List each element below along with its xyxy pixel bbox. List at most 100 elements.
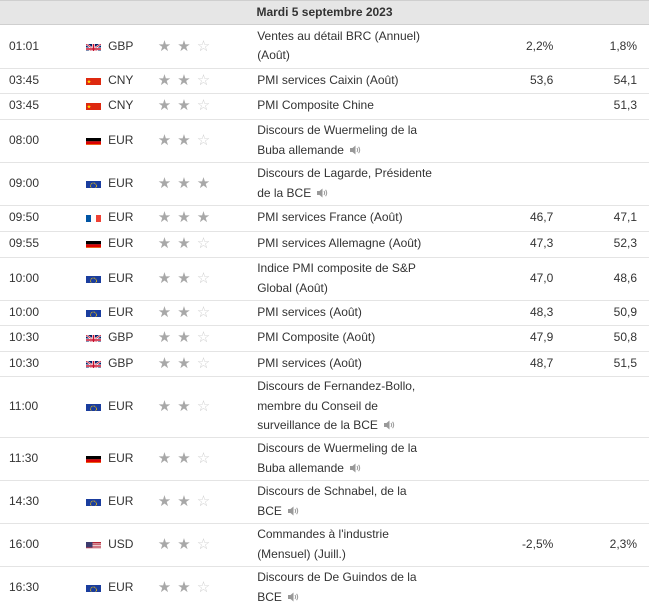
event-actual: 48,3 xyxy=(465,300,560,326)
event-name-text[interactable]: surveillance de la BCE xyxy=(257,418,378,433)
event-name-line[interactable]: (Août) xyxy=(257,46,461,66)
event-name-line[interactable]: PMI services (Août) xyxy=(257,303,461,323)
event-row[interactable]: 01:01 GBP ★ ★ ☆ Ventes au détail BRC (Annuel)… xyxy=(0,25,649,69)
event-name-text[interactable]: Commandes à l'industrie xyxy=(257,527,389,541)
event-name-cell[interactable]: Discours de Fernandez-Bollo, membre du Co… xyxy=(252,376,466,438)
event-name-text[interactable]: PMI services (Août) xyxy=(257,304,362,319)
star-empty-icon: ☆ xyxy=(196,37,211,55)
event-previous xyxy=(559,376,649,438)
event-name-cell[interactable]: PMI services (Août) xyxy=(252,351,466,377)
event-name-line[interactable]: surveillance de la BCE xyxy=(257,416,461,436)
event-name-text[interactable]: de la BCE xyxy=(257,185,312,200)
event-name-cell[interactable]: PMI services (Août) xyxy=(252,300,466,326)
event-name-line[interactable]: BCE xyxy=(257,502,461,522)
gb-flag-icon xyxy=(86,41,102,51)
eu-flag-icon xyxy=(86,401,102,411)
event-name-line[interactable]: PMI services Allemagne (Août) xyxy=(257,234,461,254)
star-filled-icon: ★ xyxy=(157,174,172,192)
event-name-line[interactable]: Discours de Wuermeling de la xyxy=(257,121,461,141)
event-name-text[interactable]: PMI services (Août) xyxy=(257,355,362,370)
event-name-text[interactable]: Discours de De Guindos de la xyxy=(257,570,417,584)
event-name-cell[interactable]: PMI Composite (Août) xyxy=(252,325,466,352)
event-name-text[interactable]: Discours de Wuermeling de la xyxy=(257,441,418,455)
event-name-text[interactable]: Discours de Wuermeling de la xyxy=(257,123,418,137)
event-row[interactable]: 16:00 USD ★ ★ ☆ Commandes à l'industrie (Mensu… xyxy=(0,523,649,567)
event-name-line[interactable]: PMI services France (Août) xyxy=(257,208,461,228)
event-name-cell[interactable]: Discours de Wuermeling de la Buba alleman… xyxy=(252,119,466,163)
event-currency: GBP xyxy=(108,38,134,53)
event-name-line[interactable]: Indice PMI composite de S&P xyxy=(257,259,461,279)
event-name-line[interactable]: Discours de Wuermeling de la xyxy=(257,439,461,459)
event-name-text[interactable]: Indice PMI composite de S&P xyxy=(257,261,416,275)
event-name-text[interactable]: Buba allemande xyxy=(257,460,344,475)
event-name-cell[interactable]: PMI services France (Août) xyxy=(252,205,466,232)
event-name-line[interactable]: de la BCE xyxy=(257,184,461,204)
event-row[interactable]: 16:30 EUR ★ ★ ☆ Discours de De Guindos de la B… xyxy=(0,566,649,609)
star-filled-icon: ★ xyxy=(157,449,172,467)
event-name-line[interactable]: Buba allemande xyxy=(257,141,461,161)
event-name-cell[interactable]: PMI services Caixin (Août) xyxy=(252,68,466,94)
event-name-line[interactable]: Global (Août) xyxy=(257,279,461,299)
event-name-text[interactable]: PMI services Allemagne (Août) xyxy=(257,236,422,251)
event-row[interactable]: 11:30 EUR ★ ★ ☆ Discours de Wuermeling de la B… xyxy=(0,437,649,481)
event-name-text[interactable]: (Août) xyxy=(257,48,290,63)
event-name-text[interactable]: (Mensuel) (Juill.) xyxy=(257,546,346,561)
event-currency: EUR xyxy=(108,450,134,465)
event-name-cell[interactable]: Indice PMI composite de S&P Global (Août) xyxy=(252,257,466,301)
event-name-text[interactable]: PMI Composite Chine xyxy=(257,98,374,113)
event-name-text[interactable]: BCE xyxy=(257,589,282,604)
event-name-cell[interactable]: Discours de De Guindos de la BCE xyxy=(252,566,466,609)
event-name-line[interactable]: Commandes à l'industrie xyxy=(257,525,461,545)
event-name-line[interactable]: PMI services Caixin (Août) xyxy=(257,71,461,91)
event-row[interactable]: 14:30 EUR ★ ★ ☆ Discours de Schnabel, de la BC… xyxy=(0,480,649,524)
star-filled-icon: ★ xyxy=(177,354,191,372)
event-time: 08:00 xyxy=(0,119,85,163)
event-name-cell[interactable]: Discours de Lagarde, Présidente de la BCE xyxy=(252,162,466,206)
event-name-text[interactable]: membre du Conseil de xyxy=(257,398,378,413)
event-name-line[interactable]: Discours de De Guindos de la xyxy=(257,568,461,588)
event-actual: -2,5% xyxy=(465,523,560,567)
event-row[interactable]: 09:55 EUR ★ ★ ☆ PMI services Allemagne (Août)… xyxy=(0,231,649,258)
event-name-text[interactable]: PMI services France (Août) xyxy=(257,210,403,225)
event-name-text[interactable]: Discours de Fernandez-Bollo, xyxy=(257,379,416,394)
event-name-line[interactable]: PMI services (Août) xyxy=(257,354,461,374)
event-name-text[interactable]: BCE xyxy=(257,503,282,518)
event-name-cell[interactable]: PMI services Allemagne (Août) xyxy=(252,231,466,258)
event-name-cell[interactable]: Discours de Wuermeling de la Buba alleman… xyxy=(252,437,466,481)
event-name-line[interactable]: (Mensuel) (Juill.) xyxy=(257,545,461,565)
event-row[interactable]: 08:00 EUR ★ ★ ☆ Discours de Wuermeling de la B… xyxy=(0,119,649,163)
event-name-text[interactable]: Ventes au détail BRC (Annuel) xyxy=(257,28,420,43)
event-name-text[interactable]: PMI services Caixin (Août) xyxy=(257,72,399,87)
event-name-line[interactable]: PMI Composite Chine xyxy=(257,96,461,116)
event-currency-cell: EUR xyxy=(84,376,156,438)
event-name-line[interactable]: Discours de Schnabel, de la xyxy=(257,482,461,502)
event-row[interactable]: 10:30 GBP ★ ★ ☆ PMI services (Août) 48,7 51,5 xyxy=(0,351,649,377)
event-name-text[interactable]: Global (Août) xyxy=(257,280,328,295)
event-row[interactable]: 10:00 EUR ★ ★ ☆ Indice PMI composite de S&P Gl… xyxy=(0,257,649,301)
event-name-text[interactable]: PMI Composite (Août) xyxy=(257,330,376,345)
event-name-cell[interactable]: Commandes à l'industrie (Mensuel) (Juill.… xyxy=(252,523,466,567)
event-currency-cell: CNY xyxy=(84,93,156,120)
event-row[interactable]: 03:45 CNY ★ ★ ☆ PMI services Caixin (Août) 53,… xyxy=(0,68,649,94)
event-row[interactable]: 09:00 EUR ★ ★ ★ Discours de Lagarde, Présiden… xyxy=(0,162,649,206)
event-name-cell[interactable]: Ventes au détail BRC (Annuel) (Août) xyxy=(252,25,466,69)
event-name-cell[interactable]: PMI Composite Chine xyxy=(252,93,466,120)
event-name-line[interactable]: BCE xyxy=(257,588,461,608)
event-name-line[interactable]: Ventes au détail BRC (Annuel) xyxy=(257,27,461,47)
event-row[interactable]: 11:00 EUR ★ ★ ☆ Discours de Fernandez-Bollo, m… xyxy=(0,376,649,438)
event-row[interactable]: 03:45 CNY ★ ★ ☆ PMI Composite Chine 51,3 xyxy=(0,93,649,120)
event-name-line[interactable]: Discours de Fernandez-Bollo, xyxy=(257,377,461,397)
event-name-line[interactable]: Discours de Lagarde, Présidente xyxy=(257,164,461,184)
event-row[interactable]: 10:30 GBP ★ ★ ☆ PMI Composite (Août) 47,9 50,8 xyxy=(0,325,649,352)
event-name-text[interactable]: Buba allemande xyxy=(257,142,344,157)
event-name-line[interactable]: membre du Conseil de xyxy=(257,397,461,417)
event-name-text[interactable]: Discours de Lagarde, Présidente xyxy=(257,166,432,180)
event-name-cell[interactable]: Discours de Schnabel, de la BCE xyxy=(252,480,466,524)
event-row[interactable]: 09:50 EUR ★ ★ ★ PMI services France (Août) 46,… xyxy=(0,205,649,232)
event-row[interactable]: 10:00 EUR ★ ★ ☆ PMI services (Août) 48,3 50,9 xyxy=(0,300,649,326)
event-currency-cell: EUR xyxy=(84,119,156,163)
event-name-line[interactable]: Buba allemande xyxy=(257,459,461,479)
star-empty-icon: ☆ xyxy=(196,71,211,89)
event-name-text[interactable]: Discours de Schnabel, de la xyxy=(257,484,407,498)
event-name-line[interactable]: PMI Composite (Août) xyxy=(257,328,461,348)
